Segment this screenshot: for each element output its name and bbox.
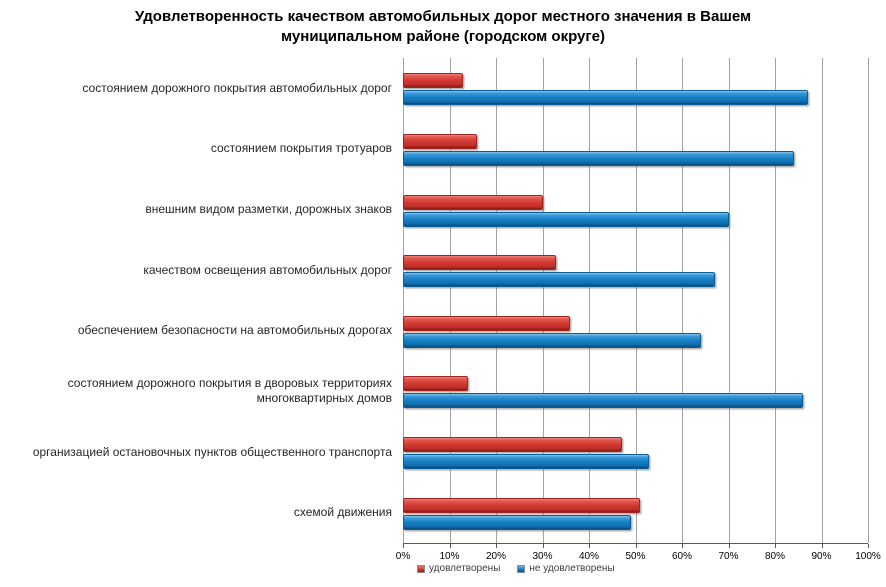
bar-satisfied: [403, 194, 543, 210]
gridline: [868, 58, 869, 543]
x-tick-label: 80%: [764, 551, 786, 562]
axis-tick: [589, 544, 590, 548]
bar-satisfied: [403, 315, 571, 331]
axis-tick: [542, 544, 544, 548]
bar-group: [403, 483, 868, 544]
category-axis: состоянием дорожного покрытия автомобиль…: [0, 58, 399, 543]
x-tick-label: 100%: [855, 551, 881, 562]
gridline: [589, 58, 590, 543]
bar-group: [403, 59, 868, 120]
legend-swatch-satisfied: [417, 564, 425, 573]
x-tick-label: 40%: [578, 551, 600, 562]
axis-tick: [728, 544, 730, 548]
x-tick-label: 70%: [718, 551, 739, 562]
category-label: состоянием дорожного покрытия автомобиль…: [82, 80, 392, 95]
axis-tick: [821, 544, 823, 548]
axis-tick: [496, 544, 497, 548]
bar-not-satisfied: [403, 211, 729, 227]
gridline: [542, 58, 544, 543]
x-tick-label: 90%: [811, 551, 832, 562]
gridline: [775, 58, 776, 543]
bar-group: [403, 362, 868, 423]
axis-tick: [682, 544, 683, 548]
bar-not-satisfied: [403, 454, 650, 470]
legend-label-satisfied: удовлетворены: [429, 563, 501, 574]
x-tick-label: 50%: [625, 551, 646, 562]
bar-group: [403, 302, 868, 363]
bar-not-satisfied: [403, 332, 701, 348]
bar-group: [403, 120, 868, 181]
category-label: обеспечением безопасности на автомобильн…: [77, 323, 392, 338]
axis-tick: [403, 544, 404, 548]
bar-satisfied: [403, 255, 557, 271]
axis-tick: [868, 544, 869, 548]
bar-group: [403, 180, 868, 241]
x-tick-label: 10%: [439, 551, 460, 562]
bar-not-satisfied: [403, 150, 794, 166]
category-label: схемой движения: [293, 505, 392, 520]
legend-swatch-not-satisfied: [517, 564, 526, 573]
bar-group: [403, 241, 868, 302]
legend-item-satisfied: удовлетворены: [417, 563, 500, 574]
x-tick-label: 30%: [532, 551, 553, 562]
bar-satisfied: [403, 437, 622, 453]
x-axis-line: [403, 543, 868, 544]
x-tick-label: 0%: [395, 551, 411, 562]
gridline: [682, 58, 683, 543]
legend-label-not-satisfied: не удовлетворены: [529, 563, 615, 574]
bar-satisfied: [403, 73, 464, 89]
bar-not-satisfied: [403, 90, 808, 106]
legend-item-not-satisfied: не удовлетворены: [517, 563, 615, 574]
legend: удовлетворены не удовлетворены: [417, 563, 615, 574]
bar-satisfied: [403, 376, 469, 392]
x-tick-label: 60%: [671, 551, 693, 562]
plot-area: 0% 10% 20% 30% 40% 50% 60% 70% 80% 90% 100%: [396, 58, 881, 562]
chart-title: Удовлетворенность качеством автомобильны…: [134, 8, 752, 45]
axis-tick: [635, 544, 637, 548]
category-label: организацией остановочных пунктов общест…: [32, 444, 392, 459]
gridline: [635, 58, 637, 543]
category-label: внешним видом разметки, дорожных знаков: [145, 202, 392, 217]
gridline: [728, 58, 730, 543]
bar-not-satisfied: [403, 393, 803, 409]
bar-not-satisfied: [403, 272, 715, 288]
category-label: состоянием покрытия тротуаров: [210, 141, 392, 156]
gridline: [821, 58, 823, 543]
bar-not-satisfied: [403, 514, 631, 530]
axis-tick: [449, 544, 451, 548]
x-tick-label: 20%: [485, 551, 507, 562]
bar-satisfied: [403, 133, 478, 149]
bar-satisfied: [403, 497, 641, 513]
category-label: качеством освещения автомобильных дорог: [143, 262, 392, 277]
gridline: [496, 58, 497, 543]
gridline: [403, 58, 404, 543]
bar-group: [403, 423, 868, 484]
category-label: состоянием дорожного покрытия в дворовых…: [67, 376, 392, 406]
gridline: [449, 58, 451, 543]
axis-tick: [775, 544, 776, 548]
